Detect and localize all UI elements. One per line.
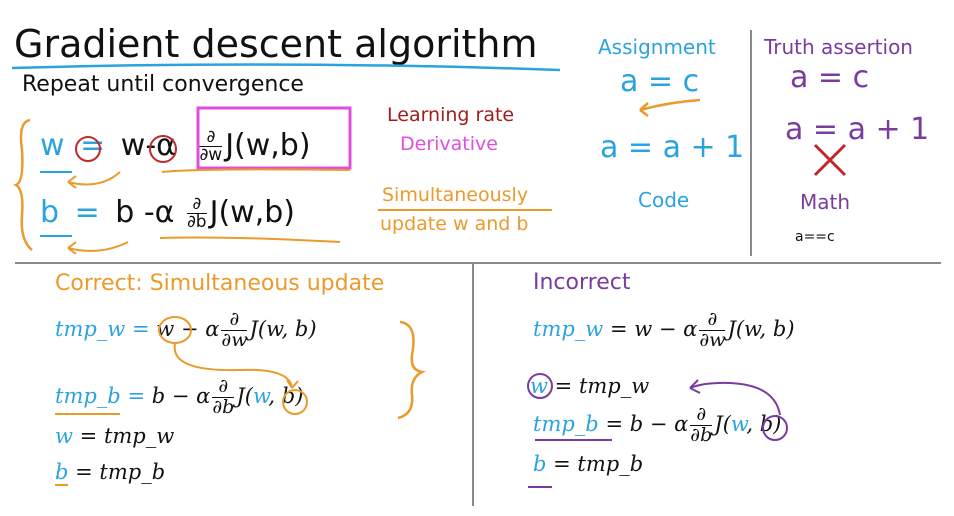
truth-example-2: a = a + 1 [785, 112, 930, 147]
learning-rate-label: Learning rate [387, 104, 515, 126]
math-label: Math [800, 190, 851, 214]
assignment-heading: Assignment [598, 35, 716, 59]
alpha: α [156, 128, 176, 163]
arrow-icon [67, 171, 121, 189]
divider-horizontal [15, 262, 941, 264]
derivative-b: ∂ ∂b [187, 194, 207, 232]
b-update-rule: b = b -α ∂ ∂b J(w,b) [40, 194, 295, 232]
w-rhs: w- [120, 128, 157, 163]
cost-function: J(w,b) [225, 128, 311, 163]
b-lhs: b [40, 195, 60, 230]
update-w-and-b-label: update w and b [380, 213, 529, 235]
correct-heading: Correct: Simultaneous update [55, 271, 385, 296]
arrow-icon [639, 98, 701, 117]
assignment-example-2: a = a + 1 [600, 130, 745, 165]
incorrect-line-2: w = tmp_w [530, 374, 650, 398]
incorrect-line-1: tmp_w = w − α ∂ ∂w J(w, b) [533, 308, 795, 351]
assign-op: = [80, 128, 106, 163]
correct-line-2: tmp_b = b − α ∂ ∂b J(w, b) [55, 375, 304, 418]
divider-vertical-bottom [472, 264, 474, 506]
divider-vertical-top [750, 30, 752, 256]
incorrect-heading: Incorrect [533, 270, 631, 295]
truth-heading: Truth assertion [764, 35, 913, 59]
correct-line-1: tmp_w = w − α ∂ ∂w J(w, b) [55, 308, 317, 351]
assignment-example-1: a = c [620, 64, 700, 99]
code-label: Code [638, 188, 690, 212]
simultaneously-label: Simultaneously [382, 184, 529, 206]
incorrect-line-3: tmp_b = b − α ∂ ∂b J(w, b) [533, 403, 782, 446]
cross-icon [813, 143, 847, 177]
incorrect-line-4: b = tmp_b [533, 452, 644, 476]
derivative-w: ∂ ∂w [199, 127, 223, 165]
derivative-label: Derivative [400, 133, 498, 155]
correct-line-4: b = tmp_b [55, 460, 166, 484]
equality-code: a==c [795, 229, 835, 245]
page-title: Gradient descent algorithm [14, 22, 538, 66]
arrow-icon [67, 241, 129, 255]
correct-line-3: w = tmp_w [55, 424, 175, 448]
subtitle: Repeat until convergence [22, 72, 304, 97]
truth-example-1: a = c [790, 60, 870, 95]
w-update-rule: w = w-α ∂ ∂w J(w,b) [40, 128, 311, 164]
w-lhs: w [40, 128, 65, 163]
brace [13, 118, 33, 251]
